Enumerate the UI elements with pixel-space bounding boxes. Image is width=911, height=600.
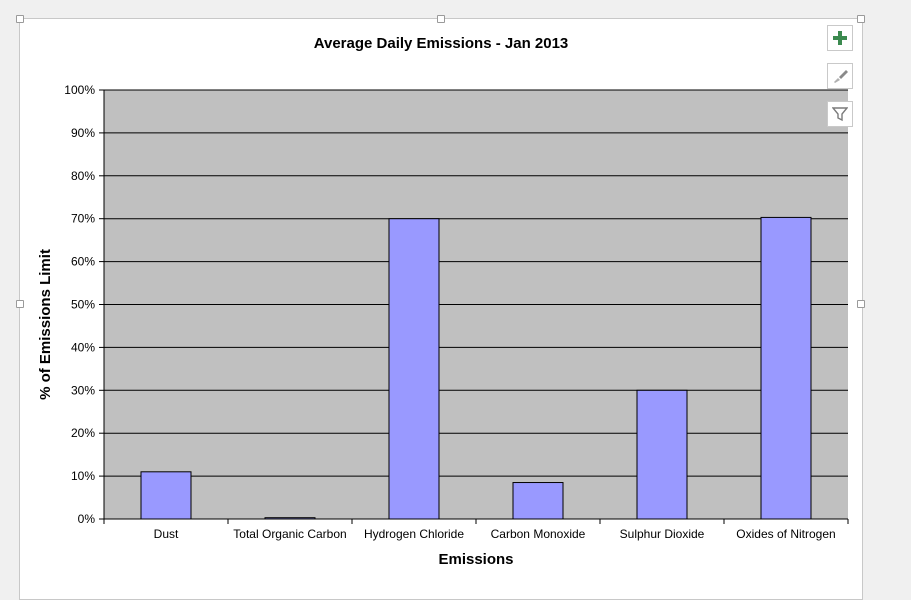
brush-icon [834,70,848,83]
x-tick-label: Oxides of Nitrogen [736,527,835,541]
x-tick-label: Hydrogen Chloride [364,527,464,541]
y-tick-label: 40% [71,340,95,354]
chart-area[interactable]: Average Daily Emissions - Jan 2013 0% 10%… [16,15,865,600]
chart-elements-button[interactable] [827,25,853,51]
chart-title: Average Daily Emissions - Jan 2013 [313,35,569,52]
chart-styles-button[interactable] [827,63,853,89]
y-tick-label: 20% [71,426,95,440]
chart-filters-button[interactable] [827,101,853,127]
y-tick-label: 100% [64,83,95,97]
resize-handle-right[interactable] [857,300,865,308]
x-tick-label: Carbon Monoxide [491,527,586,541]
y-tick-label: 50% [71,298,95,312]
bar [264,517,316,520]
bar [760,216,812,520]
filter-icon [832,107,848,122]
x-tick-label: Total Organic Carbon [233,527,346,541]
y-tick-label: 90% [71,126,95,140]
x-tick-label: Dust [154,527,179,541]
x-axis-title: Emissions [438,551,513,568]
y-tick-label: 30% [71,383,95,397]
bar-chart: 0% 10% 20% 30% 40% 50% 60% 70% 80% 90% 100% Dust Tot… [37,83,849,568]
bar [512,482,564,520]
x-tick-label: Sulphur Dioxide [620,527,705,541]
resize-handle-top-right[interactable] [857,15,865,23]
bar [636,389,688,520]
y-tick-label: 60% [71,255,95,269]
y-tick-label: 0% [78,512,96,526]
plus-icon [833,31,847,45]
bar [388,218,440,520]
bar [140,471,192,520]
y-tick-label: 10% [71,469,95,483]
y-tick-label: 80% [71,169,95,183]
y-axis-title: % of Emissions Limit [37,249,54,400]
resize-handle-top[interactable] [437,15,445,23]
y-tick-label: 70% [71,212,95,226]
resize-handle-top-left[interactable] [16,15,24,23]
resize-handle-left[interactable] [16,300,24,308]
